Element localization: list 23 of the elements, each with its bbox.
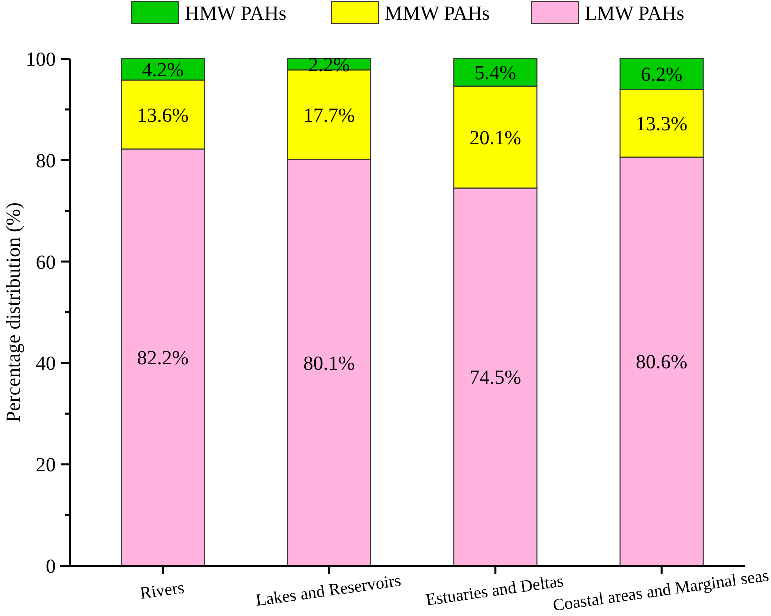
y-tick-label: 0 (46, 556, 56, 578)
x-tick-label: Rivers (139, 578, 186, 604)
data-label: 80.6% (636, 352, 688, 374)
legend-label: HMW PAHs (185, 3, 287, 25)
data-label: 13.3% (636, 114, 688, 136)
data-label: 13.6% (137, 104, 189, 127)
y-tick-label: 80 (36, 150, 56, 172)
legend-label: LMW PAHs (585, 3, 685, 25)
legend-label: MMW PAHs (385, 3, 490, 25)
data-label: 82.2% (137, 348, 189, 370)
y-tick-label: 100 (26, 49, 56, 71)
data-label: 4.2% (142, 60, 184, 82)
data-label: 6.2% (641, 64, 683, 86)
y-tick-label: 20 (36, 454, 56, 477)
y-tick-label: 60 (36, 252, 56, 274)
x-tick-label: Lakes and Reservoirs (254, 570, 402, 610)
y-tick-label: 40 (36, 353, 56, 376)
data-label: 5.4% (474, 62, 516, 85)
data-label: 17.7% (304, 105, 356, 128)
y-axis-title: Percentage distribution (%) (3, 202, 25, 422)
data-label: 74.5% (470, 367, 522, 390)
data-label: 80.1% (304, 352, 356, 375)
data-label: 20.1% (470, 127, 522, 150)
